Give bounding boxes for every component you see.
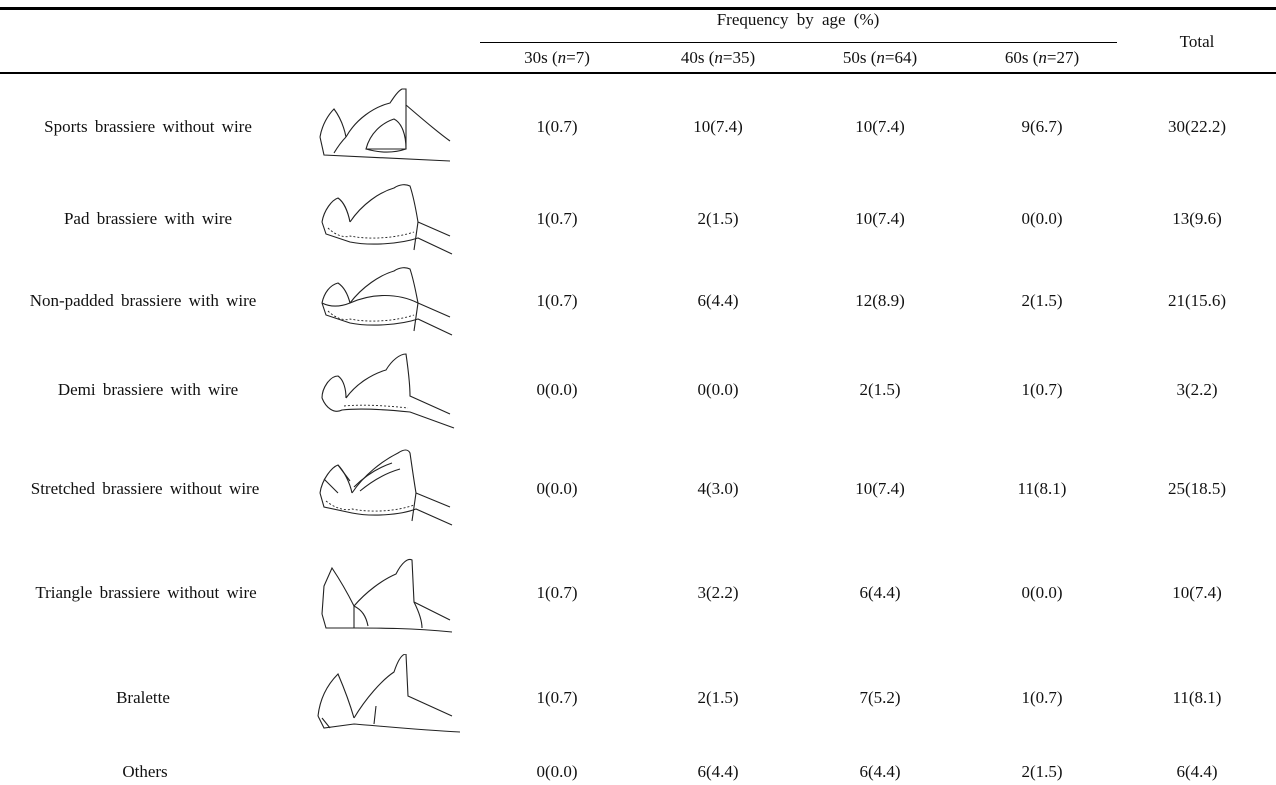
- row-label: Demi brassiere with wire: [57, 380, 239, 399]
- row-label: Others: [122, 762, 168, 781]
- table-cell: 2(1.5): [697, 688, 739, 707]
- table-cell: 0(0.0): [1021, 209, 1063, 228]
- total-cell: 6(4.4): [1176, 762, 1218, 781]
- table-cell: 0(0.0): [536, 762, 578, 781]
- age-header-60s: 60s (n=27): [1004, 48, 1080, 67]
- table-cell: 2(1.5): [1021, 291, 1063, 310]
- row-label: Sports brassiere without wire: [44, 117, 252, 136]
- table-cell: 1(0.7): [1021, 688, 1063, 707]
- bralette-icon: [310, 654, 460, 734]
- table-cell: 1(0.7): [536, 583, 578, 602]
- total-header: Total: [1180, 32, 1215, 52]
- total-cell: 30(22.2): [1167, 117, 1227, 136]
- row-label: Pad brassiere with wire: [63, 209, 233, 228]
- table-cell: 10(7.4): [855, 479, 905, 498]
- row-label: Triangle brassiere without wire: [35, 583, 257, 602]
- table-cell: 1(0.7): [536, 291, 578, 310]
- table-cell: 2(1.5): [859, 380, 901, 399]
- table-cell: 1(0.7): [1021, 380, 1063, 399]
- sports-bra-icon: [310, 87, 460, 167]
- table-cell: 10(7.4): [693, 117, 743, 136]
- table-cell: 10(7.4): [855, 117, 905, 136]
- table-cell: 3(2.2): [697, 583, 739, 602]
- total-cell: 21(15.6): [1167, 291, 1227, 310]
- group-header-label: Frequency by age (%): [716, 10, 880, 29]
- total-cell: 3(2.2): [1176, 380, 1218, 399]
- table-cell: 6(4.4): [859, 583, 901, 602]
- table-cell: 0(0.0): [536, 479, 578, 498]
- demi-bra-icon: [310, 352, 460, 432]
- row-label: Bralette: [116, 688, 170, 707]
- table-cell: 12(8.9): [855, 291, 905, 310]
- table-cell: 1(0.7): [536, 209, 578, 228]
- table-cell: 0(0.0): [697, 380, 739, 399]
- total-cell: 10(7.4): [1172, 583, 1222, 602]
- triangle-bra-icon: [310, 556, 460, 636]
- table-cell: 0(0.0): [536, 380, 578, 399]
- total-header-label: Total: [1179, 32, 1215, 51]
- non-padded-bra-icon: [310, 263, 460, 343]
- age-header-50s: 50s (n=64): [842, 48, 918, 67]
- pad-bra-icon: [310, 178, 460, 258]
- table-cell: 2(1.5): [1021, 762, 1063, 781]
- row-label: Non-padded brassiere with wire: [29, 291, 257, 310]
- header-bottom-rule: [0, 72, 1276, 74]
- table-cell: 2(1.5): [697, 209, 739, 228]
- table-cell: 0(0.0): [1021, 583, 1063, 602]
- table-cell: 1(0.7): [536, 117, 578, 136]
- table-cell: 6(4.4): [697, 291, 739, 310]
- table-cell: 10(7.4): [855, 209, 905, 228]
- table-cell: 6(4.4): [859, 762, 901, 781]
- table-cell: 11(8.1): [1017, 479, 1067, 498]
- age-header-30s: 30s (n=7): [524, 48, 590, 67]
- table-cell: 6(4.4): [697, 762, 739, 781]
- total-cell: 11(8.1): [1172, 688, 1222, 707]
- age-header-40s: 40s (n=35): [680, 48, 756, 67]
- header-span-rule: [480, 42, 1117, 43]
- row-label: Stretched brassiere without wire: [30, 479, 260, 498]
- table-cell: 9(6.7): [1021, 117, 1063, 136]
- group-header: Frequency by age (%): [717, 10, 880, 30]
- table-top-rule: [0, 7, 1276, 10]
- stretched-bra-icon: [310, 447, 460, 527]
- table-cell: 1(0.7): [536, 688, 578, 707]
- table-cell: 4(3.0): [697, 479, 739, 498]
- total-cell: 13(9.6): [1172, 209, 1222, 228]
- total-cell: 25(18.5): [1167, 479, 1227, 498]
- table-cell: 7(5.2): [859, 688, 901, 707]
